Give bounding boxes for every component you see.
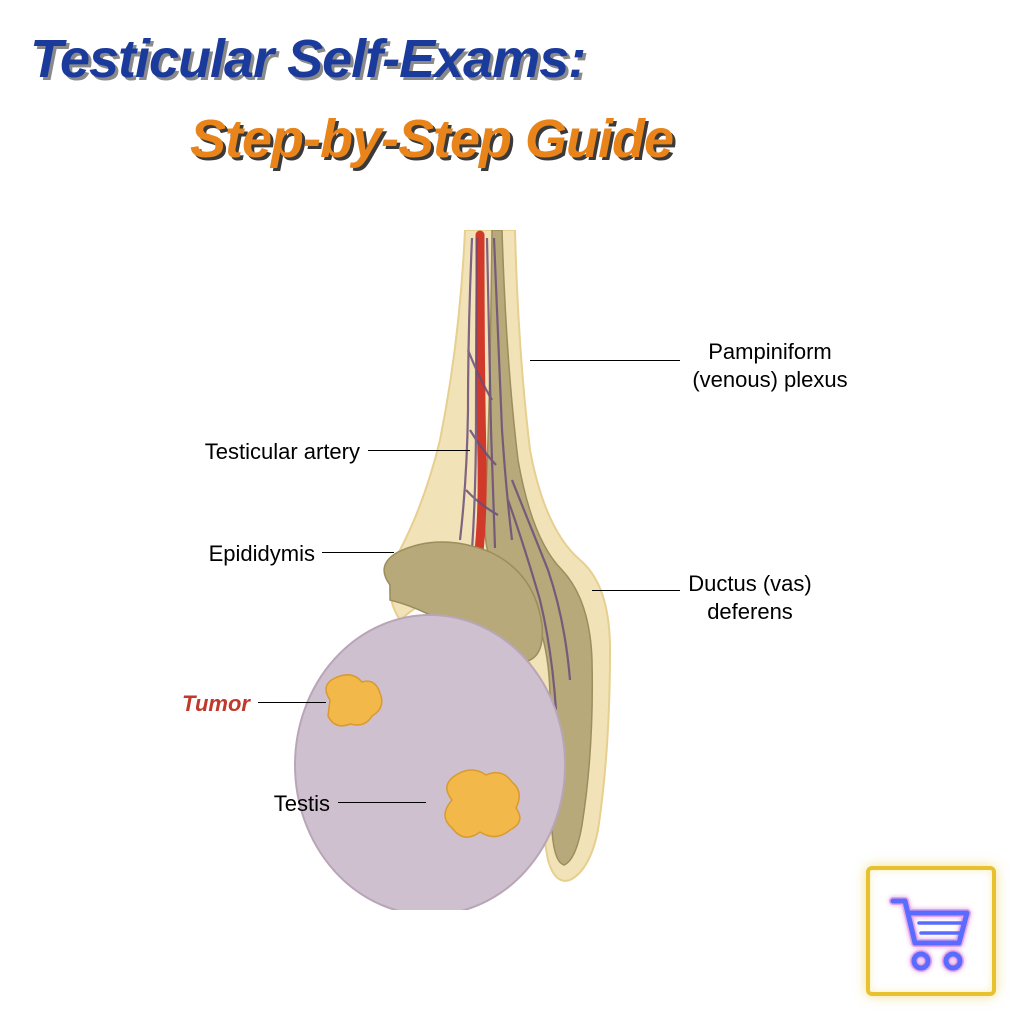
cart-icon [881, 881, 981, 981]
label-epididymis: Epididymis [185, 540, 315, 568]
label-tumor: Tumor [160, 690, 250, 718]
label-testicular-artery: Testicular artery [170, 438, 360, 466]
label-testis: Testis [260, 790, 330, 818]
page-title-sub: Step-by-Step Guide [190, 108, 673, 170]
tumor-shape-2 [445, 770, 520, 837]
leader-ductus [592, 590, 680, 591]
label-ductus: Ductus (vas)deferens [670, 570, 830, 625]
testicular-artery [478, 235, 482, 560]
testis [295, 615, 565, 910]
page-title-main: Testicular Self-Exams: [30, 28, 585, 90]
leader-epididymis [322, 552, 394, 553]
leader-tumor [258, 702, 326, 703]
leader-testicular-artery [368, 450, 470, 451]
label-pampiniform: Pampiniform(venous) plexus [680, 338, 860, 393]
leader-pampiniform [530, 360, 680, 361]
leader-testis [338, 802, 426, 803]
cart-badge[interactable] [866, 866, 996, 996]
